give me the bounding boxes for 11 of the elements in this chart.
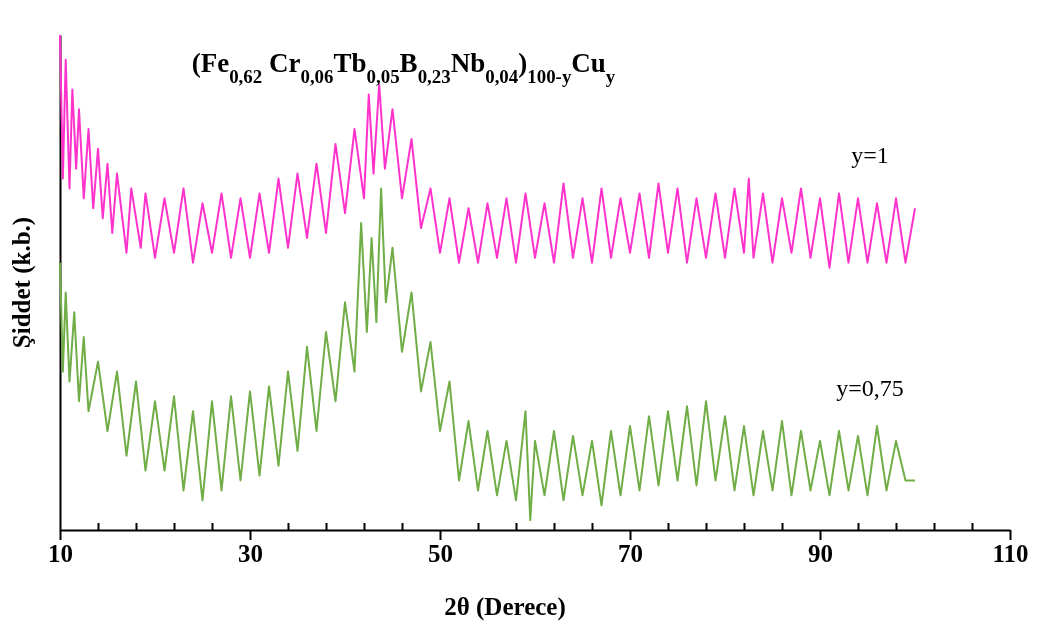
y-axis-title: Şiddet (k.b.) [8,216,36,349]
x-tick-label: 110 [992,539,1029,567]
x-tick-label: 70 [618,539,643,567]
series-label: y=1 [851,142,889,169]
x-tick-label: 10 [48,539,73,567]
x-tick-label: 30 [238,539,263,567]
chart-title: (Fe$_{0,62}$ Cr$_{0,06}$Tb$_{0,05}$B$_{0,23}$Nb$_{0,04}$)$_{100-y}$Cu$_{y}$ [191,48,616,87]
x-tick-label: 90 [808,539,833,567]
x-tick-label: 50 [428,539,453,567]
x-axis-title: 2θ (Derece) [444,593,566,621]
series-label: y=0,75 [836,375,904,402]
